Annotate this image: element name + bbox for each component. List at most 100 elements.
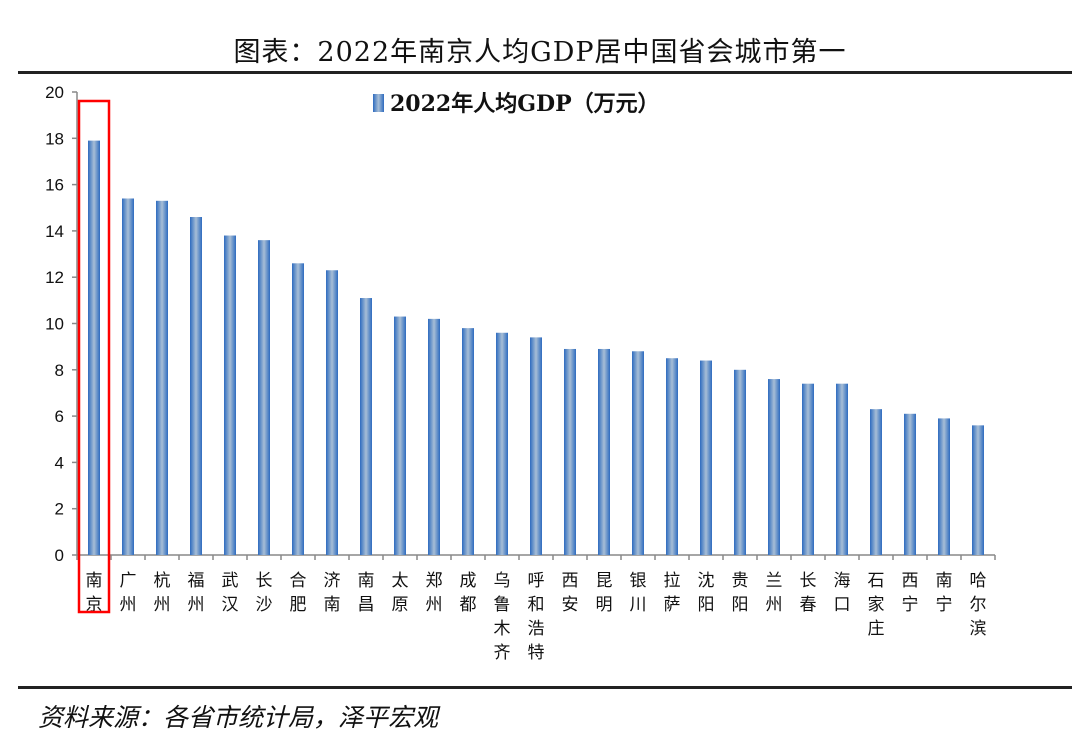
y-tick-label: 6 bbox=[55, 407, 64, 426]
x-category-label: 齐 bbox=[494, 643, 511, 663]
bar-武汉 bbox=[224, 235, 236, 555]
x-category-label: 州 bbox=[426, 595, 443, 615]
y-tick-label: 0 bbox=[55, 546, 64, 565]
x-category-label: 滨 bbox=[970, 619, 987, 639]
x-category-label: 广 bbox=[120, 571, 137, 591]
x-category-label: 长 bbox=[256, 571, 273, 591]
x-category-label: 拉 bbox=[664, 571, 681, 591]
bar-西安 bbox=[564, 348, 576, 555]
title-divider bbox=[18, 71, 1072, 74]
bar-南京 bbox=[88, 140, 100, 556]
x-category-label: 宁 bbox=[902, 595, 919, 615]
x-category-label: 木 bbox=[494, 619, 511, 639]
x-category-label: 州 bbox=[188, 595, 205, 615]
x-category-label: 乌 bbox=[494, 571, 511, 591]
bar-石家庄 bbox=[870, 409, 882, 555]
y-tick-label: 4 bbox=[55, 453, 64, 472]
bar-济南 bbox=[326, 270, 338, 555]
x-category-label: 南 bbox=[936, 571, 953, 591]
bar-哈尔滨 bbox=[972, 425, 984, 555]
x-category-label: 肥 bbox=[290, 595, 307, 615]
x-category-label: 银 bbox=[630, 571, 647, 591]
legend-label: 2022年人均GDP（万元） bbox=[390, 91, 660, 117]
bar-太原 bbox=[394, 316, 406, 555]
x-category-label: 尔 bbox=[970, 595, 987, 615]
x-category-label: 和 bbox=[528, 595, 545, 615]
x-category-label: 哈 bbox=[970, 571, 987, 591]
x-category-label: 州 bbox=[766, 595, 783, 615]
y-tick-label: 16 bbox=[45, 176, 64, 195]
x-category-label: 春 bbox=[800, 595, 817, 615]
x-category-label: 家 bbox=[868, 595, 885, 615]
bar-郑州 bbox=[428, 318, 440, 555]
legend-swatch bbox=[373, 94, 384, 112]
bar-广州 bbox=[122, 198, 134, 556]
x-category-label: 福 bbox=[188, 571, 205, 591]
x-category-label: 川 bbox=[630, 595, 647, 615]
x-category-label: 昌 bbox=[358, 595, 375, 615]
x-category-label: 萨 bbox=[664, 595, 681, 615]
bar-银川 bbox=[632, 351, 644, 555]
x-category-label: 兰 bbox=[766, 571, 783, 591]
page-title: 图表：2022年南京人均GDP居中国省会城市第一 bbox=[233, 37, 847, 68]
bar-南昌 bbox=[360, 298, 372, 555]
x-category-label: 济 bbox=[324, 571, 341, 591]
x-category-label: 南 bbox=[358, 571, 375, 591]
bar-海口 bbox=[836, 383, 848, 555]
x-category-label: 都 bbox=[460, 595, 477, 615]
x-category-label: 阳 bbox=[732, 595, 749, 615]
x-category-label: 合 bbox=[290, 571, 307, 591]
x-category-label: 州 bbox=[154, 595, 171, 615]
x-category-label: 呼 bbox=[528, 571, 545, 591]
x-category-label: 太 bbox=[392, 571, 409, 591]
bar-福州 bbox=[190, 217, 202, 555]
x-category-label: 西 bbox=[562, 571, 579, 591]
x-category-label: 口 bbox=[834, 595, 851, 615]
y-tick-label: 18 bbox=[45, 129, 64, 148]
x-category-label: 南 bbox=[324, 595, 341, 615]
y-tick-label: 12 bbox=[45, 268, 64, 287]
x-category-label: 特 bbox=[528, 643, 545, 663]
x-category-label: 郑 bbox=[426, 571, 443, 591]
bar-成都 bbox=[462, 328, 474, 555]
bar-长春 bbox=[802, 383, 814, 555]
x-category-label: 汉 bbox=[222, 595, 239, 615]
bar-拉萨 bbox=[666, 358, 678, 555]
bar-南宁 bbox=[938, 418, 950, 555]
x-category-label: 浩 bbox=[528, 619, 545, 639]
x-category-label: 州 bbox=[120, 595, 137, 615]
x-category-label: 鲁 bbox=[494, 595, 511, 615]
x-category-label: 石 bbox=[868, 571, 885, 591]
bar-西宁 bbox=[904, 413, 916, 555]
x-category-label: 庄 bbox=[868, 619, 885, 639]
x-category-label: 原 bbox=[392, 595, 409, 615]
x-category-label: 安 bbox=[562, 595, 579, 615]
x-category-label: 沙 bbox=[256, 595, 273, 615]
bar-乌鲁木齐 bbox=[496, 332, 508, 555]
bar-杭州 bbox=[156, 200, 168, 555]
x-category-label: 成 bbox=[460, 571, 477, 591]
y-tick-label: 14 bbox=[45, 222, 64, 241]
bar-贵阳 bbox=[734, 369, 746, 555]
x-category-label: 昆 bbox=[596, 571, 613, 591]
x-category-label: 京 bbox=[86, 595, 103, 615]
bar-昆明 bbox=[598, 348, 610, 555]
bar-兰州 bbox=[768, 379, 780, 555]
x-category-label: 南 bbox=[86, 571, 103, 591]
x-category-label: 武 bbox=[222, 571, 239, 591]
x-category-label: 明 bbox=[596, 595, 613, 615]
x-category-label: 宁 bbox=[936, 595, 953, 615]
bar-合肥 bbox=[292, 263, 304, 555]
x-category-label: 西 bbox=[902, 571, 919, 591]
x-category-label: 贵 bbox=[732, 571, 749, 591]
source-note: 资料来源：各省市统计局，泽平宏观 bbox=[38, 703, 439, 732]
y-tick-label: 2 bbox=[55, 500, 64, 519]
highlight-box bbox=[77, 99, 111, 614]
x-category-label: 长 bbox=[800, 571, 817, 591]
x-category-label: 沈 bbox=[698, 571, 715, 591]
footer-divider bbox=[18, 686, 1072, 689]
legend: 2022年人均GDP（万元） bbox=[373, 91, 660, 117]
x-category-label: 阳 bbox=[698, 595, 715, 615]
x-category-label: 杭 bbox=[154, 571, 171, 591]
y-tick-label: 20 bbox=[45, 83, 64, 102]
